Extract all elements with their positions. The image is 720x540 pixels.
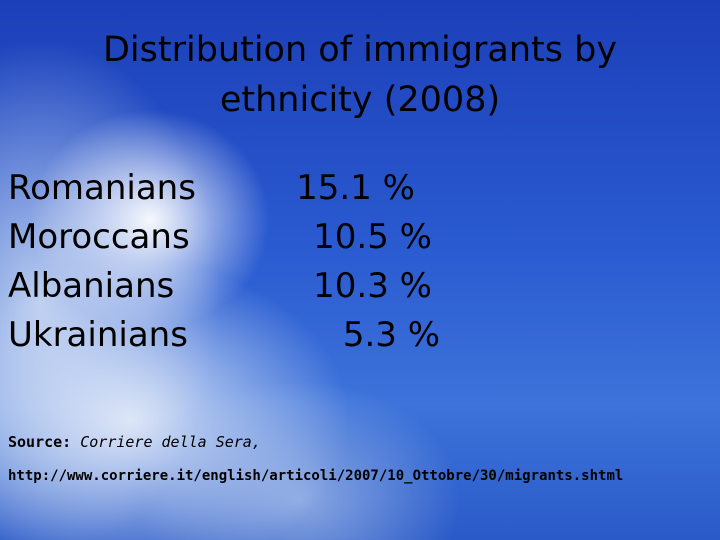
source-line: Source: Corriere della Sera, xyxy=(8,433,261,451)
source-label: Source: xyxy=(8,433,72,451)
group-share: 10.5 % xyxy=(313,217,432,257)
title-line: ethnicity (2008) xyxy=(219,80,501,120)
group-name: Romanians xyxy=(8,168,196,208)
group-name: Ukrainians xyxy=(8,315,188,355)
title-line: Distribution of immigrants by xyxy=(102,30,618,70)
group-name: Moroccans xyxy=(8,217,190,257)
group-share: 10.3 % xyxy=(313,266,432,306)
group-share: 15.1 % xyxy=(296,168,415,208)
group-name: Albanians xyxy=(8,266,175,306)
source-publication: Corriere della Sera, xyxy=(80,433,261,451)
source-url: http://www.corriere.it/english/articoli/… xyxy=(8,468,624,484)
group-share: 5.3 % xyxy=(342,315,440,355)
